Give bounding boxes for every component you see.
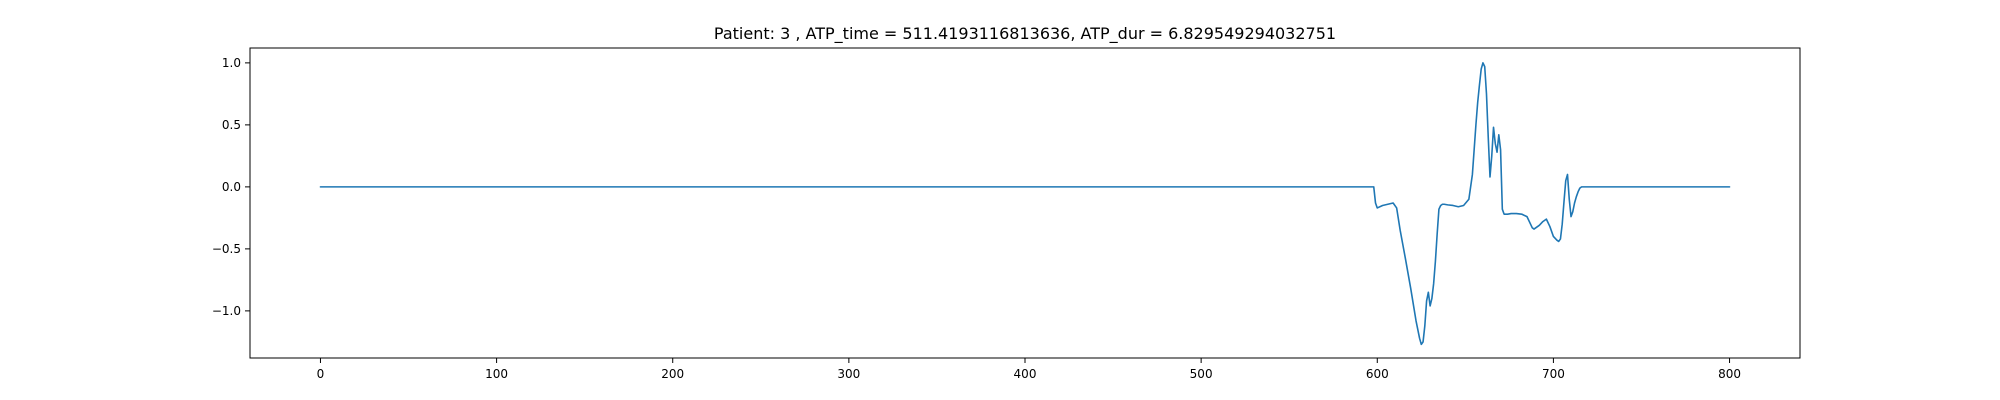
series-line-0: [319, 62, 1731, 346]
y-tick-label: −0.5: [212, 242, 241, 256]
x-tick-label: 100: [485, 367, 508, 381]
axes-frame: [249, 47, 1801, 359]
x-tick-label: 700: [1542, 367, 1565, 381]
x-tick-label: 300: [837, 367, 860, 381]
y-tick-label: 1.0: [222, 56, 241, 70]
y-tick-label: 0.5: [222, 118, 241, 132]
plot-area: [319, 62, 1731, 346]
x-axis: 0 100 200 300 400 500 600 700 800: [317, 358, 1741, 381]
x-tick-label: 200: [661, 367, 684, 381]
x-tick-label: 400: [1014, 367, 1037, 381]
x-tick-label: 0: [317, 367, 325, 381]
chart-title: Patient: 3 , ATP_time = 511.419311681363…: [714, 24, 1336, 44]
x-tick-label: 600: [1366, 367, 1389, 381]
y-tick-label: −1.0: [212, 304, 241, 318]
x-tick-label: 800: [1718, 367, 1741, 381]
y-axis: 1.0 0.5 0.0 −0.5 −1.0: [212, 56, 250, 318]
y-tick-label: 0.0: [222, 180, 241, 194]
x-tick-label: 500: [1190, 367, 1213, 381]
